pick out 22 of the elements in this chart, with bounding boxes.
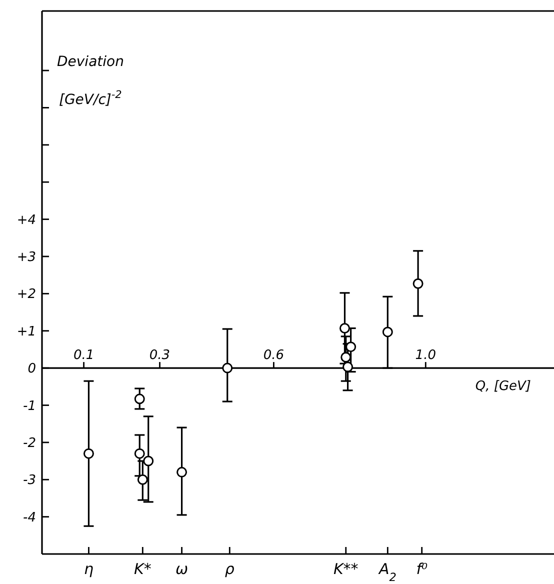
y-tick-label: +3	[16, 250, 36, 266]
y-tick-label: -3	[23, 473, 36, 488]
y-tick-label: -2	[23, 436, 36, 451]
text: Deviation [GeV/c]$^{-2}$	[57, 54, 124, 108]
ref-line-label: A$_{2}$	[378, 560, 396, 584]
ref-line-label: η	[84, 560, 94, 578]
y-tick-label: +4	[16, 212, 36, 228]
ref-line-label: ω	[176, 560, 188, 578]
y-tick-label: -4	[23, 510, 36, 526]
x-tick-label: 1.0	[415, 348, 436, 364]
ref-line-label: K*	[134, 560, 152, 578]
y-tick-label: -1	[23, 398, 36, 414]
x-tick-label: 0.6	[263, 348, 284, 364]
y-tick-label: +2	[16, 287, 36, 302]
ref-line-label: f⁰	[416, 560, 428, 578]
y-tick-label: +1	[16, 324, 36, 340]
y-tick-label: 0	[28, 362, 36, 377]
ref-line-label: K**	[333, 560, 359, 578]
ref-line-label: ρ	[224, 560, 235, 578]
x-tick-label: 0.1	[73, 348, 94, 364]
x-tick-label: 0.3	[149, 348, 170, 364]
x-axis-title: Q, [GeV]	[475, 379, 531, 394]
